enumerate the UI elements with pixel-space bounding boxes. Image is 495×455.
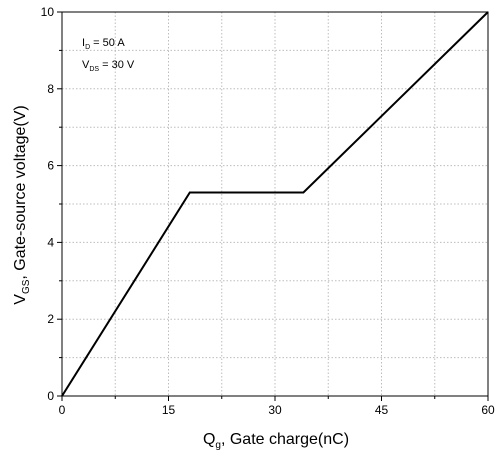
tick-labels: 0 15 30 45 60 0 2 4 6 8 10 xyxy=(41,5,495,417)
series-line xyxy=(61,11,489,397)
x-tick-label: 0 xyxy=(59,403,66,417)
x-tick-label: 15 xyxy=(162,403,176,417)
annotation-id: ID = 50 A xyxy=(82,37,125,51)
x-axis-title: Qg, Gate charge(nC) xyxy=(203,431,349,451)
y-axis-title: VGS, Gate-source voltage(V) xyxy=(12,105,32,304)
x-tick-label: 45 xyxy=(375,403,389,417)
y-tick-label: 4 xyxy=(47,235,54,249)
y-tick-label: 2 xyxy=(47,312,54,326)
y-tick-label: 8 xyxy=(47,82,54,96)
annotation-vds: VDS = 30 V xyxy=(82,59,135,73)
y-tick-label: 6 xyxy=(47,159,54,173)
y-tick-label: 0 xyxy=(47,389,54,403)
tick-marks xyxy=(57,11,489,401)
annotation-block: ID = 50 A VDS = 30 V xyxy=(82,37,135,73)
x-tick-label: 30 xyxy=(268,403,282,417)
x-tick-label: 60 xyxy=(481,403,495,417)
y-tick-label: 10 xyxy=(41,5,55,19)
grid-lines xyxy=(62,12,488,396)
